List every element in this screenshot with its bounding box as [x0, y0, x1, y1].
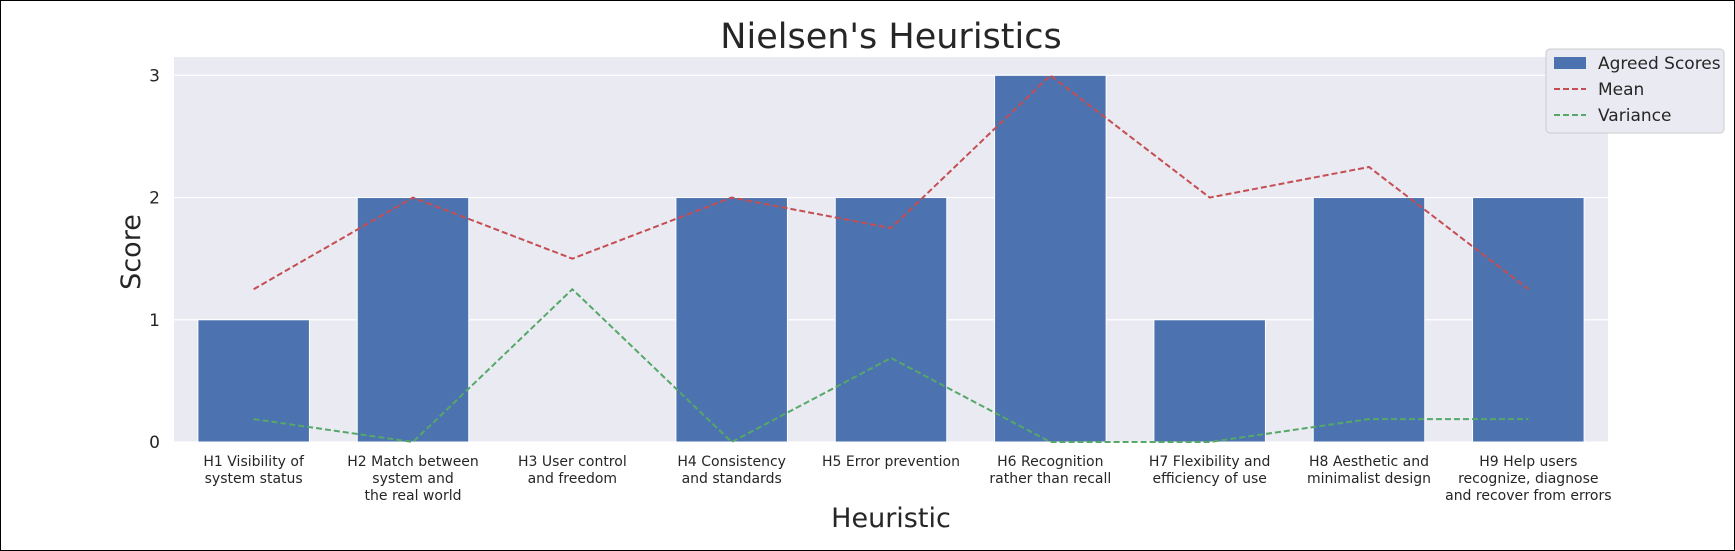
bar	[1153, 319, 1266, 443]
x-tick-label: H1 Visibility of system status	[203, 454, 305, 487]
x-tick-label: H5 Error prevention	[822, 454, 960, 470]
y-tick-label: 0	[149, 433, 160, 453]
bar	[356, 197, 470, 443]
series-line-variance	[253, 287, 1529, 444]
x-tick-label: H9 Help users recognize, diagnose and reco…	[1445, 454, 1611, 504]
legend-label: Variance	[1598, 106, 1671, 126]
y-tick-label: 2	[149, 189, 160, 209]
x-tick-label: H4 Consistency and standards	[677, 454, 786, 487]
y-axis-label: Score	[116, 214, 147, 290]
x-tick-label: H3 User control and freedom	[518, 454, 627, 487]
legend-label: Agreed Scores	[1598, 54, 1721, 74]
x-tick-label: H8 Aesthetic and minimalist design	[1307, 454, 1431, 487]
legend-swatch	[1554, 57, 1586, 69]
legend: Agreed Scores Mean Variance	[1545, 48, 1725, 134]
bar	[1472, 197, 1585, 443]
x-axis-label: Heuristic	[831, 503, 951, 534]
x-tick-label: H2 Match between system and the real world	[347, 454, 479, 504]
bar	[197, 319, 310, 443]
legend-label: Mean	[1598, 80, 1644, 100]
bar	[675, 197, 788, 443]
y-tick-label: 3	[149, 66, 160, 86]
x-tick-label: H6 Recognition rather than recall	[989, 454, 1111, 487]
chart-title: Nielsen's Heuristics	[720, 17, 1061, 57]
bar	[994, 74, 1107, 443]
legend-box	[1545, 48, 1725, 134]
bar	[1312, 197, 1426, 443]
series-line-mean	[253, 74, 1529, 291]
bar	[834, 197, 948, 443]
y-tick-label: 1	[149, 311, 160, 331]
x-tick-label: H7 Flexibility and efficiency of use	[1149, 454, 1271, 487]
